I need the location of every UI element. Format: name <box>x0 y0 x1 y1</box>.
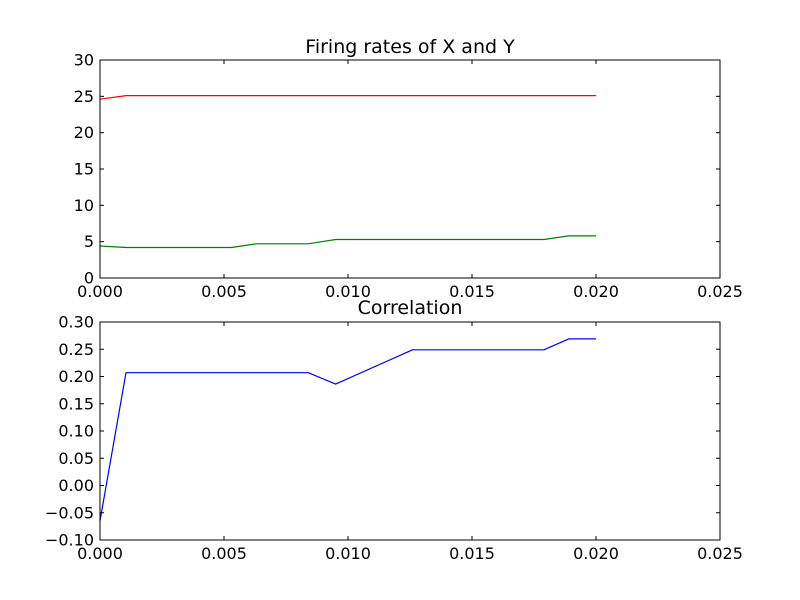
correlation-y-tick-label: 0.25 <box>58 340 94 359</box>
firing-rates-x-tick-label: 0.010 <box>325 282 371 301</box>
correlation-y-tick-label: 0.00 <box>58 476 94 495</box>
firing-rates-panel: Firing rates of X and Y 0.000 0.005 0.010 0… <box>74 36 743 301</box>
correlation-y-tick-label: 0.15 <box>58 394 94 413</box>
firing-rates-x-tick-label: 0.025 <box>697 282 743 301</box>
correlation-y-tick-label: 0.30 <box>58 313 94 332</box>
firing-rates-y-tick-label: 25 <box>74 87 94 106</box>
correlation-x-tick-label: 0.000 <box>77 544 123 563</box>
firing-rates-x-tick-label: 0.005 <box>201 282 247 301</box>
correlation-y-tick-label: 0.20 <box>58 367 94 386</box>
firing-rates-y-tick-label: 20 <box>74 123 94 142</box>
correlation-series-line-0 <box>99 338 596 522</box>
firing-rates-axes-frame <box>99 59 721 279</box>
correlation-x-tick-label: 0.025 <box>697 544 743 563</box>
correlation-x-tick-label: 0.020 <box>573 544 619 563</box>
firing-rates-title: Firing rates of X and Y <box>305 36 515 58</box>
correlation-y-tick-label: 0.10 <box>58 422 94 441</box>
correlation-x-tick-label: 0.010 <box>325 544 371 563</box>
correlation-y-tick-label: −0.05 <box>45 503 94 522</box>
firing-rates-y-tick-label: 0 <box>84 269 94 288</box>
correlation-y-tick-label: −0.10 <box>45 531 94 550</box>
firing-rates-x-tick-label: 0.015 <box>449 282 495 301</box>
correlation-title: Correlation <box>358 297 463 319</box>
firing-rates-y-tick-label: 5 <box>84 232 94 251</box>
firing-rates-series-line-0 <box>99 94 596 100</box>
firing-rates-y-tick-label: 15 <box>74 160 94 179</box>
firing-rates-x-tick-label: 0.020 <box>573 282 619 301</box>
correlation-x-tick-label: 0.005 <box>201 544 247 563</box>
correlation-axes-frame <box>99 321 721 541</box>
firing-rates-y-tick-label: 10 <box>74 196 94 215</box>
firing-rates-series-line-1 <box>99 235 596 249</box>
firing-rates-y-tick-label: 30 <box>74 51 94 70</box>
firing-rates-x-tick-label: 0.000 <box>77 282 123 301</box>
correlation-x-tick-label: 0.015 <box>449 544 495 563</box>
correlation-y-tick-label: 0.05 <box>58 449 94 468</box>
correlation-panel: Correlation 0.000 0.005 0.010 0.015 0.020 0.0… <box>45 297 743 563</box>
